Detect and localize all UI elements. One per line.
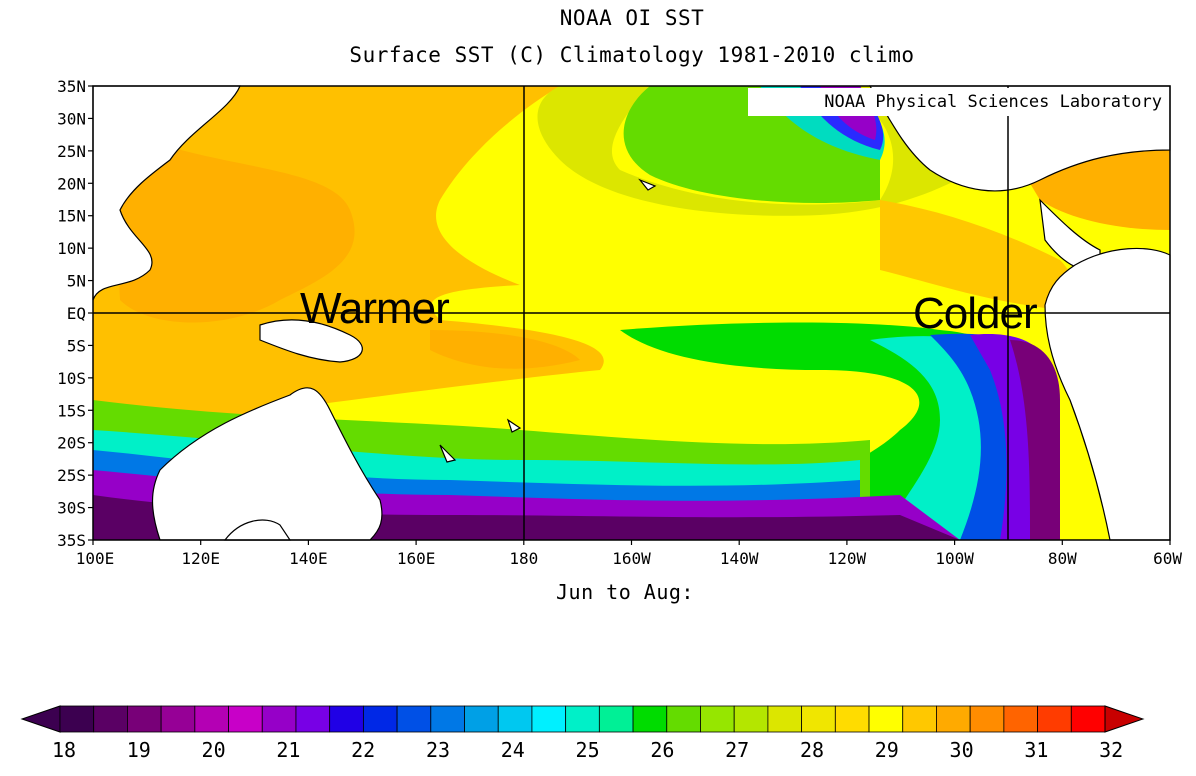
colorbar-tick-label: 26: [650, 738, 674, 762]
colorbar-swatch: [733, 705, 769, 733]
colorbar-swatch: [1003, 705, 1038, 733]
colorbar-swatch: [666, 705, 701, 733]
colorbar-swatch: [531, 705, 567, 733]
lat-tick-label: 15S: [57, 401, 86, 420]
lat-tick-label: 10S: [57, 369, 86, 388]
lon-tick-label: 100W: [935, 549, 974, 568]
colorbar-swatch: [1070, 705, 1106, 733]
colorbar-swatch: [868, 705, 904, 733]
colorbar-tick-label: 30: [950, 738, 974, 762]
longitude-axis: 100E 120E 140E 160E 180 160W 140W 120W 100W 80W 60…: [76, 540, 1182, 568]
colorbar-swatch: [396, 705, 432, 733]
colorbar-tick-label: 21: [276, 738, 300, 762]
colorbar-tick-label: 18: [52, 738, 76, 762]
lat-tick-label: 10N: [57, 239, 86, 258]
lon-tick-label: 180: [509, 549, 538, 568]
colorbar-swatch: [497, 705, 533, 733]
lon-tick-label: 160E: [397, 549, 436, 568]
colorbar-tick-label: 25: [576, 738, 600, 762]
colorbar-swatch: [565, 705, 600, 733]
lat-tick-label: 35S: [57, 531, 86, 550]
lon-tick-label: 60W: [1153, 549, 1182, 568]
colorbar-high-cap: [1104, 705, 1145, 733]
lat-tick-label: 20S: [57, 434, 86, 453]
lon-tick-label: 120W: [828, 549, 867, 568]
colorbar-tick-label: 31: [1024, 738, 1048, 762]
colorbar-tick-label: 32: [1099, 738, 1123, 762]
colorbar-swatch: [936, 705, 971, 733]
colorbar-tick-label: 23: [426, 738, 450, 762]
colorbar-swatch: [1037, 705, 1072, 733]
colorbar-swatch: [767, 705, 803, 733]
lat-tick-label: 25S: [57, 466, 86, 485]
lat-tick-label: 30N: [57, 109, 86, 128]
colorbar-swatch: [329, 705, 364, 733]
lon-tick-label: 100E: [76, 549, 115, 568]
colorbar-swatch: [194, 705, 229, 733]
colorbar-swatch: [93, 705, 128, 733]
colorbar-swatch: [969, 705, 1005, 733]
colorbar-swatch: [801, 705, 836, 733]
lon-tick-label: 160W: [612, 549, 651, 568]
colorbar-low-cap: [20, 705, 61, 733]
colorbar-swatch: [464, 705, 499, 733]
colorbar-tick-label: 20: [202, 738, 226, 762]
colorbar-tick-label: 29: [875, 738, 899, 762]
lat-tick-label: 25N: [57, 142, 86, 161]
colorbar-swatch: [700, 705, 735, 733]
colorbar-swatch: [261, 705, 297, 733]
lat-tick-label: 30S: [57, 499, 86, 518]
colorbar-tick-label: 28: [800, 738, 824, 762]
annotation-warmer: Warmer: [300, 284, 450, 333]
lon-tick-label: 140E: [289, 549, 328, 568]
grid-lines: [93, 86, 1170, 540]
period-label: Jun to Aug:: [556, 580, 694, 604]
colorbar-tick-label: 22: [351, 738, 375, 762]
credit-label: NOAA Physical Sciences Laboratory: [748, 88, 1166, 116]
lat-tick-label: 15N: [57, 207, 86, 226]
colorbar-tick-label: 27: [725, 738, 749, 762]
lat-tick-label: EQ: [67, 304, 86, 323]
latitude-axis: 35N 30N 25N 20N 15N 10N 5N EQ 5S 10S 15S 20S 25S 30S 3…: [57, 77, 93, 550]
lat-tick-label: 20N: [57, 174, 86, 193]
lon-tick-label: 80W: [1048, 549, 1077, 568]
colorbar-swatch: [430, 705, 465, 733]
colorbar-swatch: [902, 705, 937, 733]
chart-subtitle: Surface SST (C) Climatology 1981-2010 cl…: [349, 43, 915, 67]
chart-title: NOAA OI SST: [559, 6, 705, 30]
colorbar-swatch: [295, 705, 331, 733]
lat-tick-label: 35N: [57, 77, 86, 96]
colorbar-swatch: [127, 705, 162, 733]
lat-tick-label: 5N: [67, 272, 86, 291]
lon-tick-label: 140W: [720, 549, 759, 568]
colorbar-tick-label: 19: [127, 738, 151, 762]
colorbar-tick-label: 24: [501, 738, 525, 762]
colorbar-swatch: [362, 705, 398, 733]
colorbar: 18 19 20 21 22 23 24 25 26 27 28 29 30 31 32: [20, 705, 1145, 762]
colorbar-swatch: [632, 705, 668, 733]
lat-tick-label: 5S: [67, 336, 86, 355]
colorbar-swatch: [160, 705, 196, 733]
colorbar-swatch: [59, 705, 95, 733]
colorbar-swatch: [598, 705, 634, 733]
colorbar-swatch: [834, 705, 870, 733]
annotation-colder: Colder: [913, 289, 1038, 338]
colorbar-swatch: [228, 705, 263, 733]
lon-tick-label: 120E: [181, 549, 220, 568]
